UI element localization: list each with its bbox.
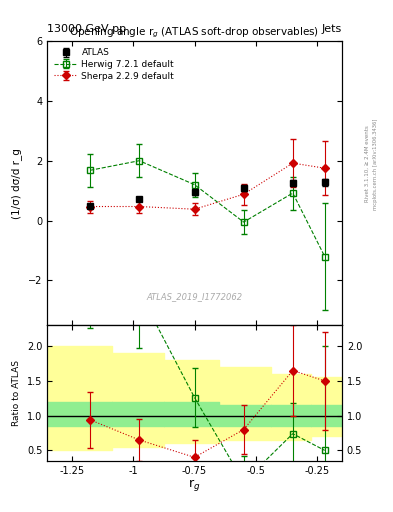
Text: Jets: Jets [321,24,342,34]
Text: mcplots.cern.ch [arXiv:1306.3436]: mcplots.cern.ch [arXiv:1306.3436] [373,118,378,209]
Y-axis label: Ratio to ATLAS: Ratio to ATLAS [12,360,21,426]
X-axis label: r$_g$: r$_g$ [188,477,201,493]
Text: Rivet 3.1.10, ≥ 2.4M events: Rivet 3.1.10, ≥ 2.4M events [365,125,370,202]
Title: Opening angle r$_g$ (ATLAS soft-drop observables): Opening angle r$_g$ (ATLAS soft-drop obs… [70,26,320,40]
Text: ATLAS_2019_I1772062: ATLAS_2019_I1772062 [147,292,242,302]
Y-axis label: (1/σ) dσ/d r_g: (1/σ) dσ/d r_g [11,148,22,219]
Text: 13000 GeV pp: 13000 GeV pp [47,24,126,34]
Legend: ATLAS, Herwig 7.2.1 default, Sherpa 2.2.9 default: ATLAS, Herwig 7.2.1 default, Sherpa 2.2.… [51,46,177,83]
